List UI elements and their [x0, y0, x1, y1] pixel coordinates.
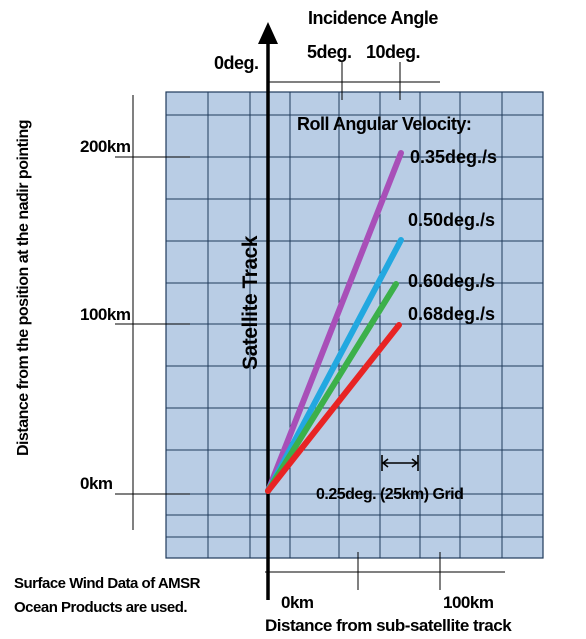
footnote-line-1: Surface Wind Data of AMSR	[14, 575, 201, 592]
velocity-line-050	[265, 237, 404, 494]
x-tick-100km: 100km	[443, 593, 494, 612]
grid-note: 0.25deg. (25km) Grid	[316, 486, 463, 503]
velocity-line-035	[265, 150, 404, 494]
y-tick-100km: 100km	[80, 305, 131, 324]
y-axis-label: Distance from the position at the nadir …	[15, 120, 32, 456]
legend-label-068: 0.68deg./s	[408, 304, 495, 324]
x-tick-0km: 0km	[281, 593, 314, 612]
angle-5deg-label: 5deg.	[307, 42, 352, 62]
y-tick-200km: 200km	[80, 137, 131, 156]
angle-0deg-label: 0deg.	[214, 53, 259, 73]
legend-label-035: 0.35deg./s	[410, 147, 497, 167]
velocity-line-060	[265, 281, 399, 494]
legend-label-050: 0.50deg./s	[408, 210, 495, 230]
grid-lines	[166, 92, 543, 558]
footnote-line-2: Ocean Products are used.	[14, 599, 187, 616]
satellite-track-arrow	[258, 22, 278, 600]
x-axis-lines	[265, 552, 505, 590]
velocity-lines	[265, 150, 404, 494]
y-tick-0km: 0km	[80, 474, 113, 493]
grid-size-arrow	[381, 455, 419, 471]
incidence-angle-title: Incidence Angle	[308, 8, 438, 28]
legend-label-060: 0.60deg./s	[408, 271, 495, 291]
angle-reference-lines	[268, 62, 440, 100]
arrow-head-icon	[258, 22, 278, 44]
roll-velocity-title: Roll Angular Velocity:	[297, 114, 471, 134]
velocity-line-068	[265, 322, 402, 494]
angle-10deg-label: 10deg.	[366, 42, 420, 62]
satellite-track-label: Satellite Track	[239, 235, 262, 370]
x-axis-label: Distance from sub-satellite track	[265, 616, 512, 635]
grid-panel	[165, 91, 544, 559]
y-axis-lines	[115, 95, 190, 530]
